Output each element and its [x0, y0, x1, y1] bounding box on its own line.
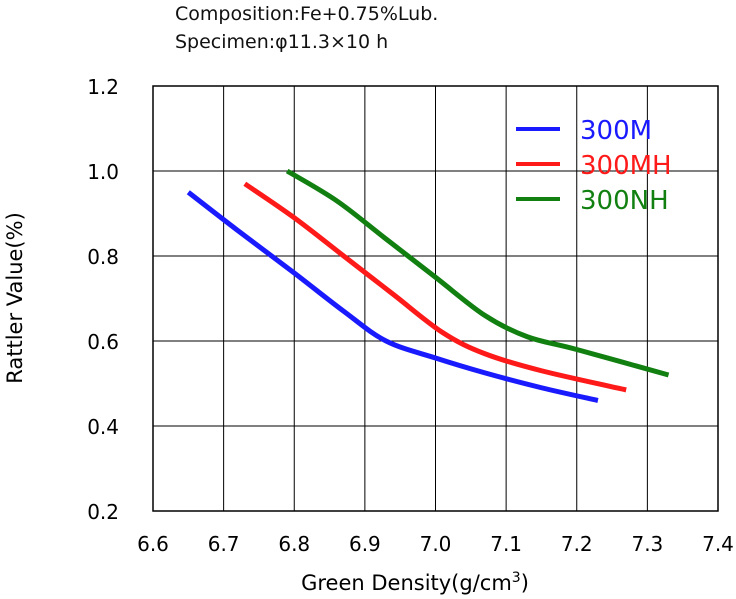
legend-label: 300MH: [580, 151, 672, 181]
series-lines: [186, 168, 670, 403]
x-axis-label-sup: 3: [512, 570, 521, 586]
x-tick-label: 7.1: [490, 532, 522, 556]
x-tick-label: 7.4: [702, 532, 734, 556]
grid-lines: [152, 85, 719, 512]
x-axis-label-end: ): [521, 571, 529, 595]
composition-text: Composition:Fe+0.75%Lub.: [175, 3, 439, 25]
specimen-text: Specimen:φ11.3×10 h: [175, 31, 389, 53]
y-tick-label: 1.0: [87, 160, 119, 184]
chart-header: Composition:Fe+0.75%Lub. Specimen:φ11.3×…: [175, 0, 438, 56]
x-tick-labels: 6.6 6.7 6.8 6.9 7.0 7.1 7.2 7.3 7.4: [137, 532, 734, 556]
plot-frame: [152, 85, 719, 512]
y-tick-labels: 0.2 0.4 0.6 0.8 1.0 1.2: [87, 75, 119, 524]
y-tick-label: 0.4: [87, 415, 119, 439]
legend-label: 300NH: [580, 186, 669, 216]
series-line-300MH: [243, 181, 627, 393]
x-tick-label: 6.7: [208, 532, 240, 556]
y-tick-label: 0.8: [87, 245, 119, 269]
series-line-300NH: [285, 168, 670, 378]
x-tick-label: 6.6: [137, 532, 169, 556]
x-tick-label: 7.3: [631, 532, 663, 556]
x-axis-label-main: Green Density(g/cm: [301, 571, 512, 595]
legend-label: 300M: [580, 116, 652, 146]
x-tick-label: 6.9: [349, 532, 381, 556]
x-tick-label: 7.2: [561, 532, 593, 556]
y-tick-label: 0.2: [87, 500, 119, 524]
legend: 300M 300MH 300NH: [516, 116, 672, 216]
series-line-300M: [186, 190, 599, 403]
y-axis-label: Rattler Value(%): [3, 212, 27, 384]
y-tick-label: 0.6: [87, 330, 119, 354]
x-tick-label: 7.0: [420, 532, 452, 556]
x-tick-label: 6.8: [278, 532, 310, 556]
y-tick-label: 1.2: [87, 75, 119, 99]
x-axis-label: Green Density(g/cm3): [301, 570, 529, 595]
